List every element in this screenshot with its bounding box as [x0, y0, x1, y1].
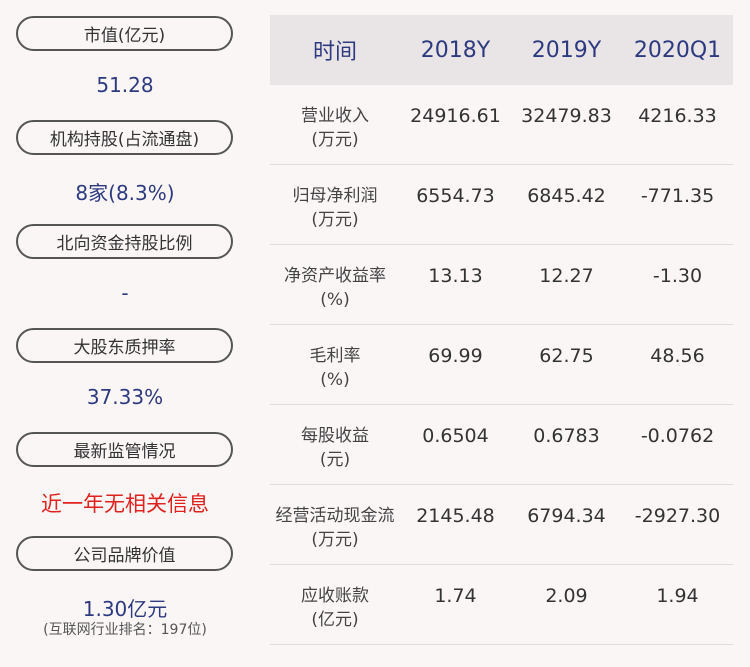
- row-value: -1.30: [652, 265, 703, 287]
- header-2020q1: 2020Q1: [633, 37, 722, 63]
- row-value: -0.0762: [640, 425, 715, 447]
- row-value: 1.74: [434, 585, 477, 607]
- row-value: 13.13: [428, 265, 483, 287]
- pledge-ratio-value: 37.33%: [86, 385, 164, 409]
- regulatory-status-value: 近一年无相关信息: [41, 492, 209, 516]
- row-value: 2.09: [545, 585, 588, 607]
- row-value: 1.94: [656, 585, 699, 607]
- brand-value-value: 1.30亿元: [82, 597, 168, 621]
- row-value: 6845.42: [527, 185, 606, 207]
- row-label: 每股收益 (元): [301, 426, 369, 470]
- table-row: 净资产收益率 (%) 13.13 12.27 -1.30: [270, 245, 733, 325]
- market-cap-value: 51.28: [96, 73, 154, 97]
- market-cap-label: 市值(亿元): [16, 16, 233, 51]
- pledge-ratio-label: 大股东质押率: [16, 328, 233, 363]
- table-row: 营业收入 (万元) 24916.61 32479.83 4216.33: [270, 85, 733, 165]
- row-value: 2145.48: [416, 505, 495, 527]
- row-value: 62.75: [539, 345, 594, 367]
- institutional-holdings-label: 机构持股(占流通盘): [16, 120, 233, 155]
- row-label: 应收账款 (亿元): [301, 586, 369, 630]
- row-label: 经营活动现金流 (万元): [275, 506, 395, 550]
- brand-value-rank: (互联网行业排名：197位): [43, 622, 207, 638]
- table-row: 经营活动现金流 (万元) 2145.48 6794.34 -2927.30: [270, 485, 733, 565]
- brand-value-label: 公司品牌价值: [16, 536, 233, 571]
- row-label: 毛利率 (%): [309, 346, 361, 390]
- row-value: 6554.73: [416, 185, 495, 207]
- table-header: 时间 2018Y 2019Y 2020Q1: [270, 15, 733, 85]
- row-value: 4216.33: [638, 105, 717, 127]
- table-row: 毛利率 (%) 69.99 62.75 48.56: [270, 325, 733, 405]
- table-row: 每股收益 (元) 0.6504 0.6783 -0.0762: [270, 405, 733, 485]
- northbound-holding-label: 北向资金持股比例: [16, 224, 233, 259]
- row-value: 12.27: [539, 265, 594, 287]
- financial-table: 时间 2018Y 2019Y 2020Q1 营业收入 (万元) 24916.61 …: [270, 15, 733, 645]
- row-value: -2927.30: [634, 505, 721, 527]
- row-value: 24916.61: [410, 105, 501, 127]
- header-2018y: 2018Y: [420, 37, 491, 63]
- row-value: 69.99: [428, 345, 483, 367]
- table-row: 应收账款 (亿元) 1.74 2.09 1.94: [270, 565, 733, 645]
- row-value: 6794.34: [527, 505, 606, 527]
- header-period: 时间: [312, 40, 357, 65]
- row-value: -771.35: [640, 185, 715, 207]
- row-value: 0.6783: [533, 425, 600, 447]
- row-label: 营业收入 (万元): [301, 106, 369, 150]
- company-summary-panel: 市值(亿元) 51.28 机构持股(占流通盘) 8家(8.3%) 北向资金持股比…: [0, 0, 250, 667]
- row-label: 归母净利润 (万元): [292, 186, 378, 230]
- row-value: 32479.83: [521, 105, 612, 127]
- institutional-holdings-value: 8家(8.3%): [75, 181, 175, 205]
- northbound-holding-value: -: [121, 281, 129, 305]
- table-row: 归母净利润 (万元) 6554.73 6845.42 -771.35: [270, 165, 733, 245]
- header-2019y: 2019Y: [531, 37, 602, 63]
- row-value: 48.56: [650, 345, 705, 367]
- row-label: 净资产收益率 (%): [284, 266, 386, 310]
- row-value: 0.6504: [422, 425, 489, 447]
- regulatory-status-label: 最新监管情况: [16, 432, 233, 467]
